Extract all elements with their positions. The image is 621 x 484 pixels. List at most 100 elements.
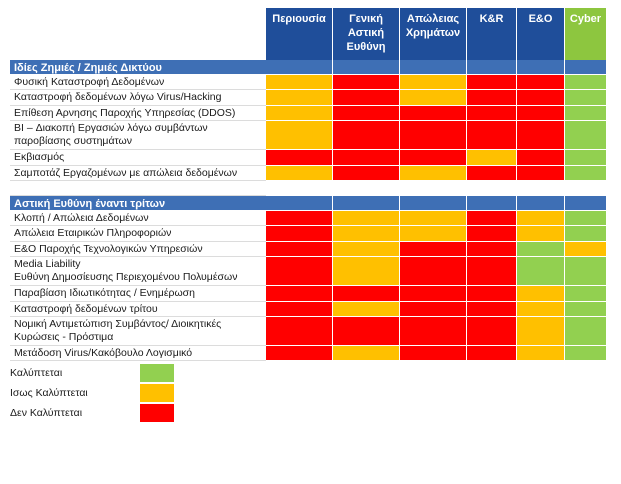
coverage-cell-property	[266, 301, 333, 317]
coverage-cell-eo	[517, 226, 565, 242]
risk-row-label: Καταστροφή δεδομένων λόγω Virus/Hacking	[10, 90, 266, 106]
coverage-cell-cyber	[565, 301, 607, 317]
spacer-row-cell	[517, 181, 565, 196]
column-header-line: Cyber	[569, 13, 602, 25]
coverage-cell-liability	[333, 211, 400, 227]
coverage-cell-money	[400, 150, 467, 166]
legend-label: Δεν Καλύπτεται	[10, 407, 83, 420]
section-title-row-cell	[333, 60, 400, 75]
risk-row-label-line: Σαμποτάζ Εργαζομένων με απώλεια δεδομένω…	[14, 166, 238, 179]
coverage-cell-eo	[517, 286, 565, 302]
spacer-row-cell	[266, 181, 333, 196]
risk-row-label: Απώλεια Εταιρικών Πληροφοριών	[10, 226, 266, 242]
risk-row-label: Επίθεση Αρνησης Παροχής Υπηρεσίας (DDOS)	[10, 106, 266, 122]
coverage-cell-eo	[517, 75, 565, 91]
coverage-cell-property	[266, 286, 333, 302]
coverage-cell-kr	[467, 211, 517, 227]
section-title-row-cell	[400, 60, 467, 75]
spacer-row-cell	[333, 181, 400, 196]
coverage-cell-liability	[333, 165, 400, 181]
risk-row-label: Νομική Αντιμετώπιση Συμβάντος/ Διοικητικ…	[10, 317, 266, 346]
coverage-cell-money	[400, 90, 467, 106]
risk-row-label-line: Μετάδοση Virus/Κακόβουλο Λογισμικό	[14, 347, 193, 359]
coverage-cell-money	[400, 75, 467, 91]
coverage-cell-liability	[333, 226, 400, 242]
coverage-cell-cyber	[565, 121, 607, 151]
coverage-cell-kr	[467, 286, 517, 302]
section-title-row-cell	[266, 196, 333, 211]
coverage-cell-property	[266, 90, 333, 106]
risk-row-label: Media Liability Ευθύνη Δημοσίευσης Περιεχ…	[10, 257, 266, 287]
risk-row-label-line: Φυσική Καταστροφή Δεδομένων	[14, 76, 165, 88]
coverage-cell-liability	[333, 241, 400, 258]
risk-row-label-line: BI – Διακοπή Εργασιών λόγω συμβάντων	[14, 122, 208, 135]
column-header-line: Απώλειας	[406, 13, 460, 25]
coverage-cell-kr	[467, 90, 517, 106]
coverage-cell-eo	[517, 257, 565, 287]
coverage-cell-property	[266, 150, 333, 166]
coverage-cell-kr	[467, 317, 517, 346]
coverage-cell-property	[266, 75, 333, 91]
coverage-cell-cyber	[565, 346, 607, 362]
risk-row-label-line: Media Liability	[14, 258, 81, 271]
legend-swatch	[140, 364, 174, 383]
risk-row-label-line: Ευθύνη Δημοσίευσης Περιεχομένου Πολυμέσω…	[14, 271, 238, 284]
coverage-cell-kr	[467, 150, 517, 166]
coverage-cell-property	[266, 105, 333, 122]
column-header-line: Γενική	[349, 13, 383, 25]
column-header-line: Αστική	[347, 27, 385, 39]
coverage-cell-cyber	[565, 105, 607, 122]
section-title-row-cell	[565, 60, 607, 75]
coverage-cell-kr	[467, 257, 517, 287]
coverage-cell-cyber	[565, 286, 607, 302]
risk-row-label-line: Καταστροφή δεδομένων τρίτου	[14, 302, 158, 315]
coverage-cell-money	[400, 121, 467, 151]
coverage-cell-eo	[517, 121, 565, 151]
risk-row-label: Μετάδοση Virus/Κακόβουλο Λογισμικό	[10, 346, 266, 362]
coverage-cell-property	[266, 226, 333, 242]
coverage-cell-liability	[333, 286, 400, 302]
coverage-cell-eo	[517, 346, 565, 362]
coverage-cell-property	[266, 121, 333, 151]
coverage-cell-kr	[467, 226, 517, 242]
coverage-cell-property	[266, 317, 333, 346]
column-header-line: Περιουσία	[272, 13, 326, 25]
coverage-cell-property	[266, 257, 333, 287]
coverage-cell-money	[400, 301, 467, 317]
risk-row-label: BI – Διακοπή Εργασιών λόγω συμβάντων παρο…	[10, 121, 266, 151]
coverage-cell-eo	[517, 150, 565, 166]
section-title: Ιδίες Ζημιές / Ζημιές Δικτύου	[10, 60, 266, 75]
column-header-line: K&R	[479, 13, 504, 25]
coverage-cell-property	[266, 165, 333, 181]
section-title-row-cell	[467, 196, 517, 211]
column-header-line: Ευθύνη	[346, 41, 386, 53]
section-title-row-cell	[517, 60, 565, 75]
section-title-row-cell	[333, 196, 400, 211]
legend-swatch	[140, 384, 174, 403]
coverage-cell-cyber	[565, 211, 607, 227]
coverage-cell-kr	[467, 75, 517, 91]
coverage-cell-liability	[333, 90, 400, 106]
coverage-cell-money	[400, 165, 467, 181]
coverage-cell-kr	[467, 241, 517, 258]
coverage-cell-eo	[517, 317, 565, 346]
coverage-cell-liability	[333, 121, 400, 151]
coverage-cell-money	[400, 257, 467, 287]
coverage-cell-cyber	[565, 317, 607, 346]
column-header-property: Περιουσία	[266, 8, 333, 60]
coverage-cell-liability	[333, 75, 400, 91]
coverage-cell-eo	[517, 105, 565, 122]
coverage-cell-cyber	[565, 226, 607, 242]
section-title-row-cell	[467, 60, 517, 75]
coverage-cell-liability	[333, 150, 400, 166]
section-title-row-cell	[266, 60, 333, 75]
coverage-cell-liability	[333, 317, 400, 346]
column-header-line: Χρημάτων	[405, 27, 461, 39]
coverage-cell-kr	[467, 105, 517, 122]
column-header-kr: K&R	[467, 8, 517, 60]
coverage-cell-eo	[517, 241, 565, 258]
risk-row-label-line: Παραβίαση Ιδιωτικότητας / Ενημέρωση	[14, 287, 195, 300]
coverage-cell-cyber	[565, 165, 607, 181]
coverage-cell-kr	[467, 346, 517, 362]
risk-row-label-line: Εκβιασμός	[14, 151, 65, 164]
